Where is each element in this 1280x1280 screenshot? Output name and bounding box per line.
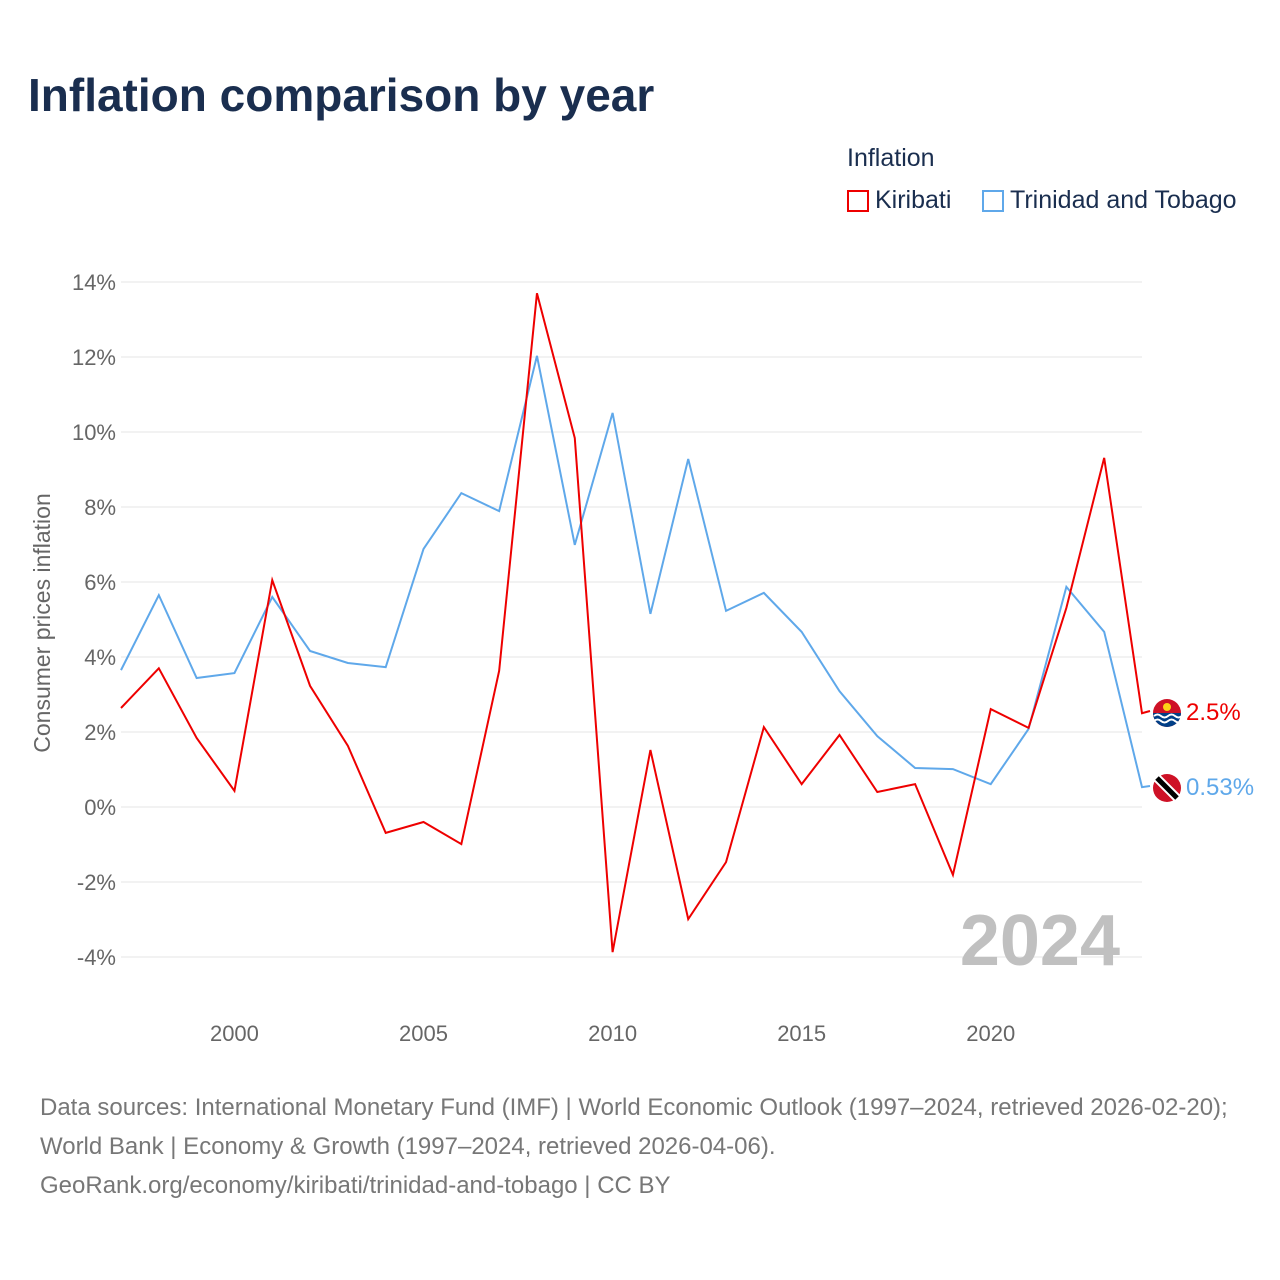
legend-swatch [847, 189, 869, 212]
source-link[interactable]: GeoRank.org/economy/kiribati/trinidad-an… [40, 1172, 671, 1199]
y-axis-label: Consumer prices inflation [29, 493, 55, 753]
y-tick-label: -2% [77, 870, 116, 895]
legend-item-trinidad[interactable]: Trinidad and Tobago [982, 186, 1237, 215]
line-chart: -4% -2% 0% 2% 4% 6% 8% 10% 12% 14% 2000 2005 2010 201… [29, 270, 1254, 1046]
y-tick-label: -4% [77, 945, 116, 970]
flag-stripe [1155, 776, 1179, 800]
legend-title: Inflation [847, 144, 935, 172]
legend-label: Trinidad and Tobago [1010, 186, 1237, 214]
x-tick-label: 2005 [399, 1021, 448, 1046]
y-tick-label: 10% [72, 420, 116, 445]
y-tick-label: 0% [84, 795, 116, 820]
legend-item-kiribati[interactable]: Kiribati [847, 186, 951, 215]
end-value-label: 0.53% [1186, 774, 1254, 801]
legend-label: Kiribati [875, 186, 952, 214]
y-tick-label: 14% [72, 270, 116, 295]
x-tick-label: 2015 [777, 1021, 826, 1046]
chart-title: Inflation comparison by year [28, 69, 655, 121]
series-line-1 [120, 355, 1151, 789]
y-tick-label: 6% [84, 570, 116, 595]
x-tick-label: 2000 [210, 1021, 259, 1046]
flag-sun [1163, 703, 1171, 711]
y-tick-label: 8% [84, 495, 116, 520]
series-line-0 [120, 292, 1151, 953]
y-tick-label: 4% [84, 645, 116, 670]
end-value-label: 2.5% [1186, 699, 1241, 726]
data-sources: Data sources: International Monetary Fun… [40, 1094, 1228, 1160]
year-watermark: 2024 [960, 901, 1120, 981]
y-tick-label: 2% [84, 720, 116, 745]
legend-swatch [982, 189, 1004, 212]
flag-wave [1153, 713, 1183, 719]
flag-wave [1153, 718, 1183, 724]
x-tick-label: 2010 [588, 1021, 637, 1046]
x-tick-label: 2020 [966, 1021, 1015, 1046]
y-tick-label: 12% [72, 345, 116, 370]
flag-part [1153, 713, 1181, 727]
footer: Data sources: International Monetary Fun… [40, 1088, 1250, 1205]
